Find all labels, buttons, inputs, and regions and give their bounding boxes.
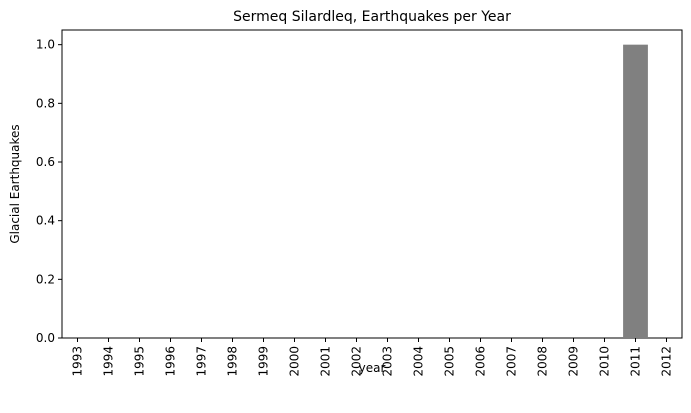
y-tick-label: 0.6 [36,155,55,169]
y-tick-label: 0.4 [36,214,55,228]
x-tick-label: 2009 [567,346,581,377]
x-tick-label: 2003 [381,346,395,377]
y-tick-label: 0.2 [36,272,55,286]
x-tick-label: 2005 [443,346,457,377]
x-tick-label: 2010 [598,346,612,377]
x-axis-label: year [359,361,386,375]
bar-2011 [623,44,648,339]
x-tick-label: 1995 [133,346,147,377]
x-tick-label: 2011 [629,346,643,377]
x-tick-label: 1996 [164,346,178,377]
x-tick-label: 2006 [474,346,488,377]
bars [623,44,648,339]
plot-area [61,29,683,339]
x-tick-label: 1993 [71,346,85,377]
x-tick-label: 2008 [536,346,550,377]
y-axis-label: Glacial Earthquakes [8,124,22,243]
y-tick-label: 1.0 [36,38,55,52]
x-tick-label: 1994 [102,346,116,377]
x-tick-label: 2001 [319,346,333,377]
x-tick-label: 2007 [505,346,519,377]
x-tick-label: 1997 [195,346,209,377]
chart-title: Sermeq Silardleq, Earthquakes per Year [233,9,511,25]
x-tick-label: 2012 [660,346,674,377]
x-tick-label: 2002 [350,346,364,377]
y-tick-label: 0.0 [36,331,55,345]
x-tick-label: 1998 [226,346,240,377]
x-tick-label: 2004 [412,346,426,377]
y-tick-label: 0.8 [36,96,55,110]
x-axis: 1993 1994 1995 1996 1997 1998 1999 2000 2001 2002… [71,338,674,377]
x-tick-label: 1999 [257,346,271,377]
x-tick-label: 2000 [288,346,302,377]
y-axis: 0.0 0.2 0.4 0.6 0.8 1.0 [36,38,62,345]
